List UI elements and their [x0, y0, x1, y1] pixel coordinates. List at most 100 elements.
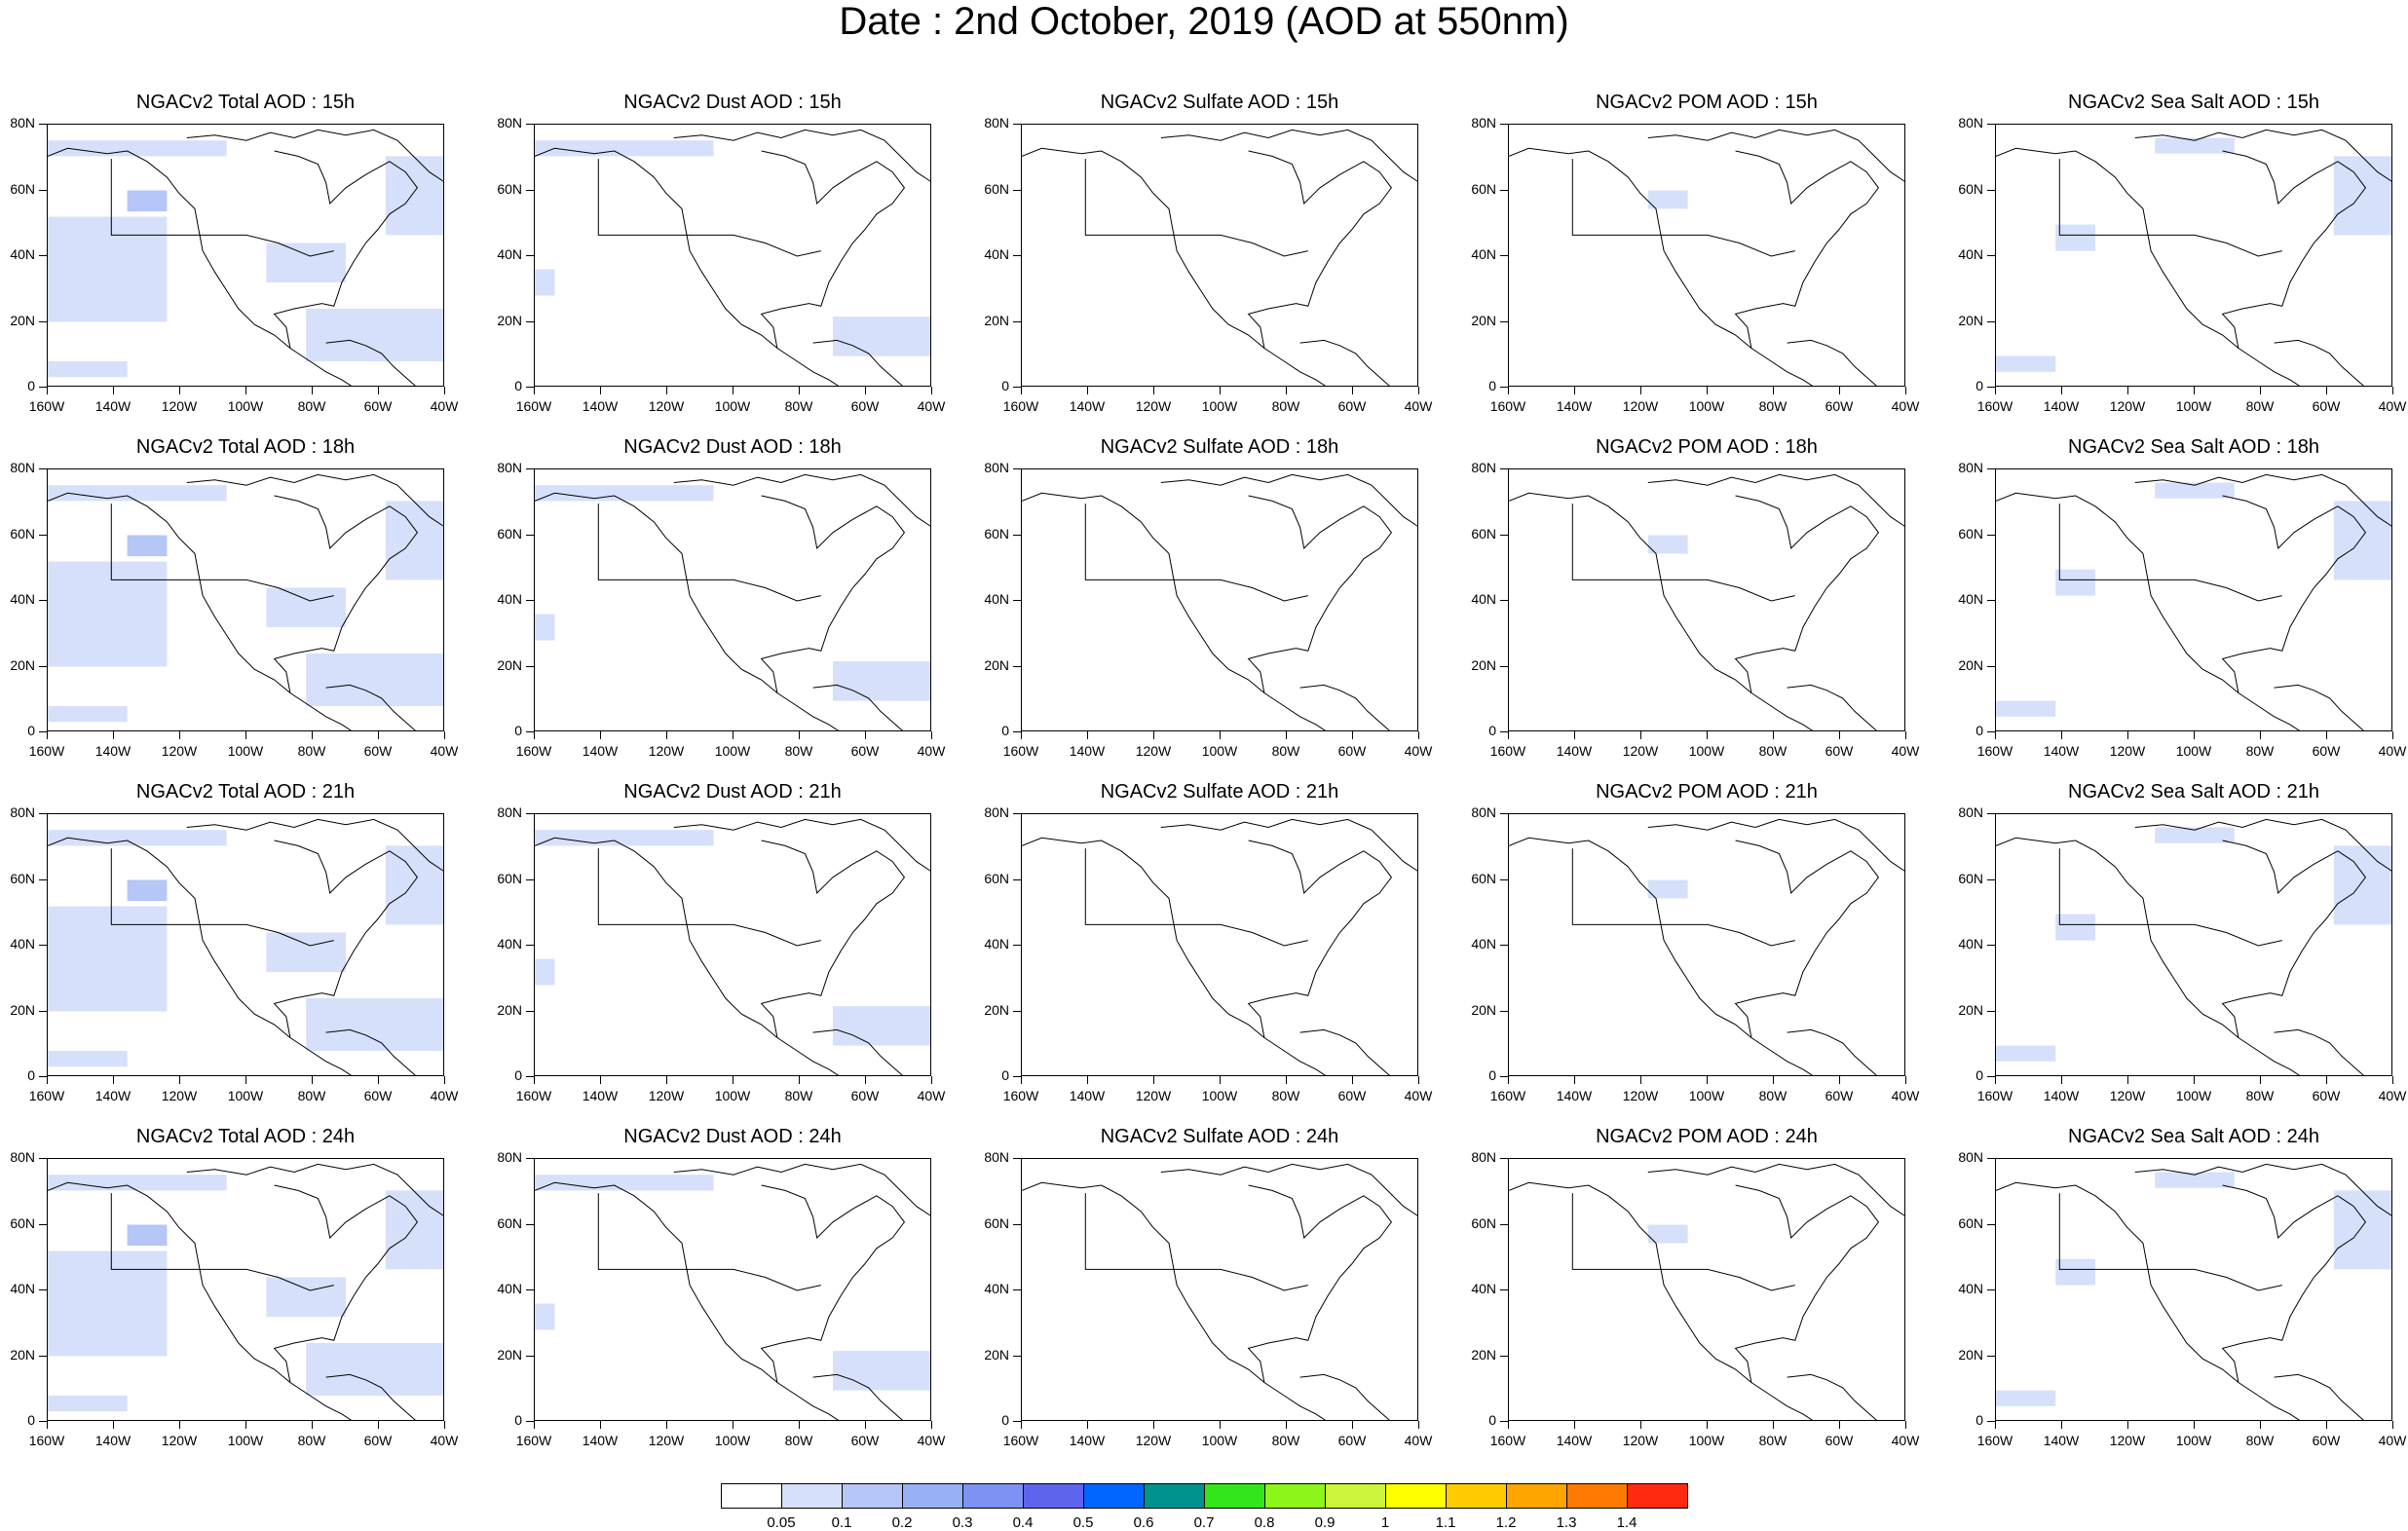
aod-shading	[48, 1251, 168, 1357]
lat-tick-label: 60N	[10, 1214, 35, 1231]
panel-title: NGACv2 Sea Salt AOD : 21h	[2068, 781, 2319, 803]
colorbar-swatch	[962, 1483, 1024, 1509]
lon-tick-label: 60W	[2312, 743, 2341, 759]
lat-tick	[1987, 665, 1995, 667]
map-panel	[534, 124, 931, 387]
coastline	[1299, 339, 1390, 386]
lon-tick	[1508, 387, 1509, 394]
lat-tick	[1500, 1355, 1508, 1357]
panel-title: NGACv2 Sea Salt AOD : 24h	[2068, 1126, 2319, 1147]
map-panel	[534, 468, 931, 731]
lon-tick	[1905, 1421, 1906, 1429]
map-svg	[1509, 1163, 1904, 1420]
lat-tick-label: 40N	[1958, 246, 1983, 262]
aod-shading	[127, 190, 168, 212]
lon-tick	[179, 1421, 180, 1429]
lon-tick	[2392, 731, 2393, 739]
map-panel	[534, 1158, 931, 1421]
lat-tick-label: 0	[1488, 1412, 1496, 1428]
lat-tick	[39, 813, 47, 814]
lon-tick-label: 40W	[917, 398, 946, 414]
lat-tick-label: 80N	[1958, 115, 1983, 131]
coastline	[186, 818, 443, 872]
lat-tick	[1987, 1355, 1995, 1357]
coastline	[1647, 818, 1904, 872]
lat-tick	[39, 1223, 47, 1225]
lon-tick	[865, 731, 866, 739]
lat-tick	[1500, 124, 1508, 125]
lat-tick	[1013, 255, 1021, 256]
colorbar-label: 0.5	[1072, 1514, 1094, 1531]
lat-tick	[39, 1076, 47, 1077]
lat-tick-label: 80N	[10, 460, 35, 475]
lon-tick-label: 120W	[1135, 398, 1172, 414]
coastline	[2274, 339, 2364, 386]
coastline	[1022, 492, 1327, 730]
lon-tick-label: 120W	[161, 1088, 198, 1103]
lon-tick	[2061, 731, 2062, 739]
lon-tick-label: 40W	[2378, 398, 2407, 414]
lon-tick-label: 140W	[1069, 398, 1106, 414]
lon-tick	[931, 387, 932, 394]
lat-tick-label: 40N	[497, 1281, 522, 1296]
coastline	[673, 1163, 930, 1216]
aod-shading	[48, 485, 227, 502]
lon-tick-label: 100W	[714, 398, 751, 414]
lon-tick	[2127, 1076, 2128, 1084]
lon-tick-label: 80W	[784, 743, 813, 759]
lon-tick-label: 80W	[2245, 743, 2275, 759]
aod-shading	[266, 243, 346, 282]
map-svg	[48, 818, 443, 1075]
map-svg	[1022, 818, 1417, 1075]
lon-tick	[2194, 731, 2195, 739]
lon-tick	[1773, 731, 1774, 739]
lon-tick-label: 80W	[1271, 1088, 1300, 1103]
lat-tick	[1500, 1158, 1508, 1159]
coastline	[2274, 1373, 2364, 1420]
lat-tick-label: 20N	[984, 656, 1009, 673]
lon-tick	[1773, 1076, 1774, 1084]
lon-tick	[1574, 1421, 1575, 1429]
panel-title: NGACv2 Total AOD : 24h	[135, 1126, 356, 1147]
lon-tick-label: 140W	[94, 398, 132, 414]
lat-tick	[1987, 878, 1995, 880]
lon-tick	[799, 1076, 800, 1084]
lon-tick	[1995, 387, 1996, 394]
colorbar-label: 0.1	[831, 1514, 852, 1531]
lon-tick	[2194, 1076, 2195, 1084]
map-panel	[1508, 813, 1905, 1076]
lon-tick	[2061, 1076, 2062, 1084]
lat-tick-label: 40N	[10, 591, 35, 607]
lon-tick	[865, 1421, 866, 1429]
lat-tick	[39, 534, 47, 536]
lat-tick	[1013, 1076, 1021, 1077]
colorbar-swatch	[1144, 1483, 1205, 1509]
lat-tick-label: 20N	[497, 656, 522, 673]
lon-tick	[378, 387, 379, 394]
lon-tick	[1021, 1421, 1022, 1429]
coastline	[1734, 840, 1880, 1038]
coastline	[325, 1373, 416, 1420]
lat-tick-label: 0	[1975, 723, 1983, 738]
lon-tick-label: 120W	[161, 743, 198, 759]
coastline	[110, 504, 334, 602]
lon-tick-label: 120W	[1622, 1433, 1659, 1448]
coastline	[812, 1028, 903, 1075]
lon-tick	[1640, 1421, 1641, 1429]
colorbar-swatch	[1264, 1483, 1326, 1509]
lon-tick	[1995, 1076, 1996, 1084]
lat-tick	[1987, 1421, 1995, 1422]
lon-tick	[1574, 731, 1575, 739]
coastline	[812, 339, 903, 386]
lat-tick	[526, 320, 534, 322]
lon-tick	[666, 1421, 667, 1429]
coastline	[1299, 684, 1390, 730]
lat-tick	[1500, 255, 1508, 256]
panel-title: NGACv2 Dust AOD : 18h	[623, 436, 842, 458]
lat-tick	[1987, 189, 1995, 191]
lon-tick	[733, 387, 734, 394]
coastline	[48, 1181, 353, 1420]
lon-tick	[245, 1421, 246, 1429]
aod-shading	[127, 535, 168, 557]
lon-tick	[2326, 1076, 2327, 1084]
